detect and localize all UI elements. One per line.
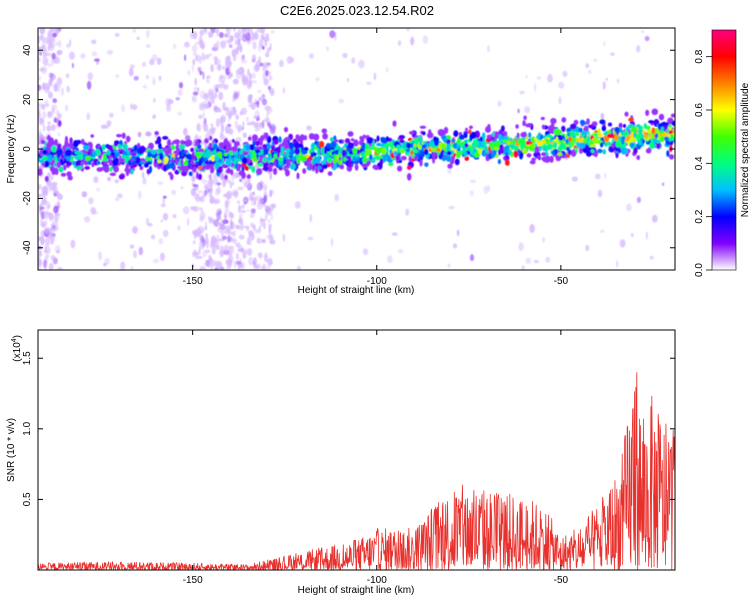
snr-plot-area <box>38 330 675 570</box>
snr-y-tick-label: 1.0 <box>22 421 33 435</box>
snr-y-ticks: 0.5 1.0 1.5 <box>22 351 675 506</box>
snr-x-tick-label: -100 <box>367 575 387 586</box>
colorbar-label: Normalized spectral amplitude <box>740 82 750 217</box>
colorbar-frame <box>711 29 737 271</box>
spectrogram-x-tick-label: -100 <box>367 276 387 287</box>
colorbar-ticks: 0.0 0.2 0.4 0.6 0.8 <box>694 49 712 277</box>
snr-frame <box>37 329 676 571</box>
spectrogram-y-ticks: -40 -20 0 20 40 <box>22 44 675 255</box>
figure-title: C2E6.2025.023.12.54.R02 <box>280 3 434 18</box>
snr-series-line <box>38 372 675 570</box>
spectrogram-x-axis-label: Height of straight line (km) <box>298 285 415 296</box>
spectrogram-x-tick-label: -150 <box>183 276 203 287</box>
snr-y-axis-label: SNR (10 * v/v) <box>6 418 17 482</box>
colorbar-tick-label: 0.0 <box>694 263 705 277</box>
snr-x-tick-label: -50 <box>554 575 569 586</box>
spectrogram-y-tick-label: 0 <box>22 146 33 152</box>
spectrogram-y-tick-label: 20 <box>22 94 33 106</box>
spectrogram-panel: -150 -100 -50 -40 -20 0 20 40 Height of straig… <box>6 27 676 296</box>
snr-x-axis-label: Height of straight line (km) <box>298 585 415 596</box>
spectrogram-y-tick-label: -20 <box>22 191 33 206</box>
snr-y-tick-label: 1.5 <box>22 351 33 365</box>
snr-x-tick-label: -150 <box>183 575 203 586</box>
colorbar-tick-label: 0.6 <box>694 103 705 117</box>
snr-y-tick-label: 0.5 <box>22 492 33 506</box>
colorbar-tick-label: 0.2 <box>694 209 705 223</box>
colorbar-tick-label: 0.8 <box>694 49 705 63</box>
snr-x-ticks: -150 -100 -50 <box>183 330 569 586</box>
spectrogram-x-tick-label: -50 <box>554 276 569 287</box>
colorbar-gradient <box>712 30 736 270</box>
spectrogram-y-tick-label: -40 <box>22 240 33 255</box>
spectrogram-y-tick-label: 40 <box>22 44 33 56</box>
snr-panel: -150 -100 -50 0.5 1.0 1.5 Height of straight… <box>6 329 676 596</box>
spectrogram-x-ticks: -150 -100 -50 <box>183 28 569 287</box>
colorbar: 0.0 0.2 0.4 0.6 0.8 Normalized spectral ampl… <box>694 29 750 277</box>
snr-scale-label: (x104) <box>11 335 23 362</box>
spectrogram-heatmap <box>38 28 675 270</box>
spectrogram-y-axis-label: Frequency (Hz) <box>6 115 17 184</box>
colorbar-tick-label: 0.4 <box>694 156 705 170</box>
